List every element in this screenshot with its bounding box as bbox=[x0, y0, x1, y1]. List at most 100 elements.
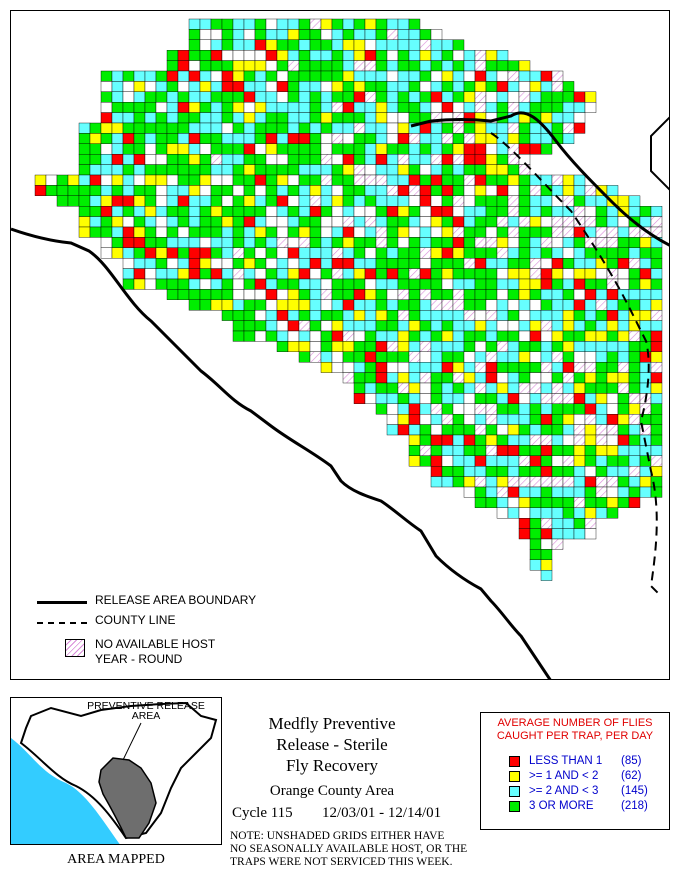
county-line bbox=[490, 132, 662, 597]
grid-cell bbox=[573, 112, 586, 124]
grid-cell bbox=[320, 164, 333, 176]
grid-cell bbox=[529, 528, 542, 540]
grid-cell bbox=[496, 486, 509, 498]
grid-cell bbox=[562, 320, 575, 332]
grid-cell bbox=[45, 185, 58, 196]
grid-cell bbox=[243, 112, 256, 124]
grid-cell bbox=[485, 289, 498, 300]
grid-cell bbox=[529, 289, 542, 300]
grid-cell bbox=[474, 445, 487, 456]
grid-cell bbox=[507, 466, 520, 477]
grid-cell bbox=[177, 133, 190, 145]
grid-cell bbox=[375, 205, 388, 217]
grid-cell bbox=[188, 70, 201, 82]
legend-item-label: >= 1 AND < 2 bbox=[529, 770, 599, 782]
grid-cell bbox=[320, 50, 333, 61]
grid-cell bbox=[397, 205, 410, 217]
grid-cell bbox=[617, 445, 630, 456]
grid-cell bbox=[188, 122, 201, 134]
grid-cell bbox=[595, 351, 608, 363]
grid-cell bbox=[595, 497, 608, 508]
grid-cell bbox=[485, 497, 498, 508]
grid-cell bbox=[100, 247, 113, 259]
grid-cell bbox=[353, 320, 366, 332]
grid-cell bbox=[232, 122, 245, 134]
grid-cell bbox=[606, 330, 619, 342]
grid-cell bbox=[199, 18, 212, 30]
grid-cell bbox=[562, 185, 575, 196]
grid-cell bbox=[617, 299, 630, 311]
grid-cell bbox=[232, 143, 245, 155]
grid-cell bbox=[573, 403, 586, 415]
grid-cell bbox=[474, 50, 487, 61]
grid-cell bbox=[573, 91, 586, 103]
grid-cell bbox=[397, 29, 410, 40]
solid-line-swatch bbox=[37, 601, 87, 604]
grid-cell bbox=[650, 362, 663, 373]
grid-cell bbox=[639, 445, 652, 456]
grid-cell bbox=[485, 174, 498, 186]
grid-cell bbox=[155, 133, 168, 145]
grid-cell bbox=[221, 153, 234, 165]
grid-cell bbox=[254, 205, 267, 217]
grid-cell bbox=[540, 278, 553, 290]
grid-cell bbox=[320, 18, 333, 30]
grid-cell bbox=[573, 445, 586, 456]
grid-cell bbox=[166, 50, 179, 61]
grid-cell bbox=[331, 226, 344, 238]
grid-cell bbox=[210, 133, 223, 145]
grid-cell bbox=[408, 424, 421, 436]
grid-cell bbox=[353, 268, 366, 280]
grid-cell bbox=[441, 320, 454, 332]
grid-cell bbox=[452, 362, 465, 373]
grid-cell bbox=[309, 268, 322, 280]
grid-cell bbox=[177, 101, 190, 113]
grid-cell bbox=[562, 507, 575, 519]
grid-cell bbox=[463, 434, 476, 446]
grid-cell bbox=[408, 143, 421, 155]
note-line2: NO SEASONALLY AVAILABLE HOST, OR THE bbox=[230, 843, 468, 855]
grid-cell bbox=[309, 341, 322, 352]
grid-cell bbox=[298, 341, 311, 352]
grid-cell bbox=[375, 39, 388, 51]
grid-cell bbox=[485, 122, 498, 134]
grid-cell bbox=[397, 330, 410, 342]
grid-cell bbox=[254, 185, 267, 196]
grid-cell bbox=[606, 216, 619, 228]
grid-cell bbox=[177, 247, 190, 259]
grid-cell bbox=[221, 195, 234, 207]
grid-cell bbox=[353, 205, 366, 217]
grid-cell bbox=[485, 341, 498, 352]
grid-cell bbox=[210, 205, 223, 217]
grid-cell bbox=[287, 143, 300, 155]
grid-cell bbox=[298, 330, 311, 342]
grid-cell bbox=[221, 185, 234, 196]
grid-cell bbox=[144, 205, 157, 217]
grid-cell bbox=[397, 185, 410, 196]
grid-cell bbox=[199, 81, 212, 93]
grid-cell bbox=[562, 372, 575, 384]
grid-cell bbox=[364, 289, 377, 300]
grid-cell bbox=[562, 414, 575, 425]
grid-cell bbox=[650, 393, 663, 404]
grid-cell bbox=[375, 101, 388, 113]
grid-cell bbox=[199, 50, 212, 61]
grid-cell bbox=[639, 320, 652, 332]
grid-cell bbox=[320, 278, 333, 290]
grid-cell bbox=[573, 185, 586, 196]
grid-cell bbox=[540, 455, 553, 467]
grid-cell bbox=[617, 330, 630, 342]
grid-cell bbox=[298, 112, 311, 124]
grid-cell bbox=[199, 133, 212, 145]
grid-cell bbox=[595, 393, 608, 404]
grid-cell bbox=[111, 81, 124, 93]
grid-cell bbox=[408, 330, 421, 342]
grid-cell bbox=[551, 372, 564, 384]
grid-cell bbox=[606, 507, 619, 519]
grid-cell bbox=[430, 445, 443, 456]
grid-cell bbox=[463, 466, 476, 477]
grid-cell bbox=[309, 174, 322, 186]
grid-cell bbox=[111, 143, 124, 155]
grid-cell bbox=[595, 226, 608, 238]
grid-cell bbox=[507, 185, 520, 196]
